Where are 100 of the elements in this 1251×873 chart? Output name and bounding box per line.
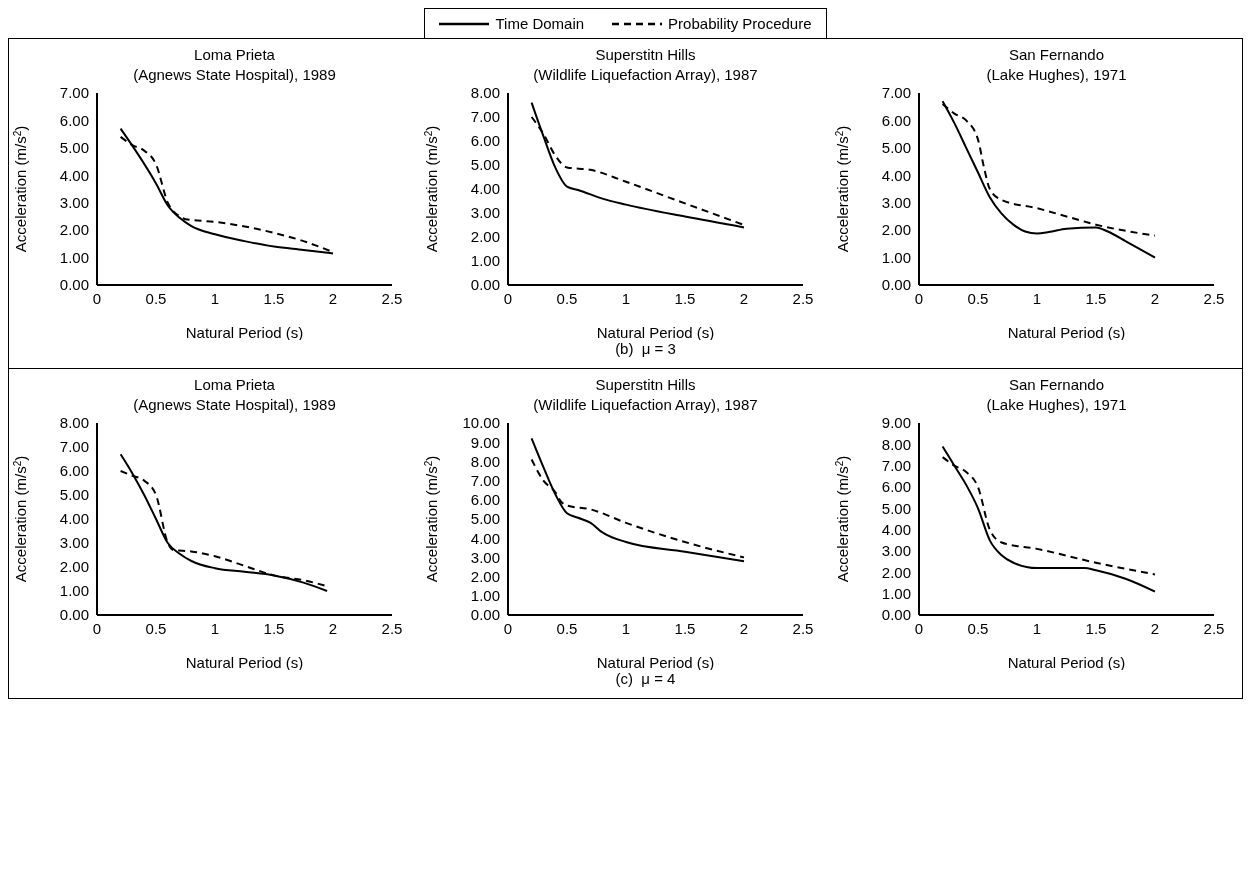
y-tick-label: 0.00 bbox=[881, 606, 911, 624]
y-tick-label: 6.00 bbox=[470, 491, 500, 509]
x-tick-label: 0.5 bbox=[556, 289, 578, 307]
y-tick-label: 7.00 bbox=[59, 438, 89, 456]
y-tick-label: 2.00 bbox=[470, 567, 500, 585]
x-tick-label: 1.5 bbox=[263, 289, 285, 307]
x-tick-label: 0.5 bbox=[967, 619, 989, 637]
y-tick-label: 0.00 bbox=[881, 276, 911, 294]
y-tick-label: 9.00 bbox=[881, 414, 911, 432]
y-tick-label: 4.00 bbox=[59, 166, 89, 184]
text: (b) μ = 3 bbox=[614, 340, 677, 357]
x-tick-label: 1 bbox=[621, 619, 631, 637]
y-tick-label: 1.00 bbox=[881, 248, 911, 266]
x-tick-label: 1 bbox=[210, 289, 220, 307]
y-tick-label: 4.00 bbox=[470, 529, 500, 547]
y-tick-label: 8.00 bbox=[470, 84, 500, 102]
y-tick-label: 2.00 bbox=[881, 563, 911, 581]
x-tick-label: 0 bbox=[914, 289, 924, 307]
x-tick-label: 0 bbox=[503, 289, 513, 307]
y-tick-label: 8.00 bbox=[881, 435, 911, 453]
chart-title: San Fernando bbox=[1007, 45, 1106, 65]
x-tick-label: 0 bbox=[503, 619, 513, 637]
x-tick-label: 0 bbox=[92, 289, 102, 307]
x-tick-label: 2 bbox=[739, 289, 749, 307]
chart-title: Superstitn Hills bbox=[594, 375, 697, 395]
chart-subtitle: (Wildlife Liquefaction Array), 1987 bbox=[532, 395, 759, 415]
x-tick-label: 1.5 bbox=[674, 289, 696, 307]
x-tick-label: 1 bbox=[621, 289, 631, 307]
x-tick-label: 1.5 bbox=[263, 619, 285, 637]
y-tick-label: 2.00 bbox=[59, 221, 89, 239]
x-tick-label: 2 bbox=[1150, 289, 1160, 307]
chart-subtitle: (Lake Hughes), 1971 bbox=[985, 395, 1128, 415]
chart-title: San Fernando bbox=[1007, 375, 1106, 395]
line-series bbox=[119, 453, 329, 592]
y-tick-label: 1.00 bbox=[470, 252, 500, 270]
x-tick-label: 1.5 bbox=[1085, 289, 1107, 307]
x-tick-label: 2.5 bbox=[381, 619, 403, 637]
y-tick-label: 7.00 bbox=[470, 108, 500, 126]
chart-title: Loma Prieta bbox=[193, 45, 276, 65]
y-tick-label: 10.00 bbox=[462, 414, 500, 432]
x-tick-label: 2 bbox=[739, 619, 749, 637]
chart-title: Loma Prieta bbox=[193, 375, 276, 395]
y-tick-label: 3.00 bbox=[59, 534, 89, 552]
y-tick-label: 3.00 bbox=[470, 548, 500, 566]
y-tick-label: 0.00 bbox=[470, 606, 500, 624]
y-tick-label: 2.00 bbox=[59, 558, 89, 576]
y-tick-label: 1.00 bbox=[881, 584, 911, 602]
x-tick-label: 2 bbox=[1150, 619, 1160, 637]
y-tick-label: 0.00 bbox=[470, 276, 500, 294]
y-tick-label: 1.00 bbox=[470, 587, 500, 605]
y-tick-label: 1.00 bbox=[59, 582, 89, 600]
x-tick-label: 1 bbox=[210, 619, 220, 637]
y-tick-label: 8.00 bbox=[470, 452, 500, 470]
y-tick-label: 7.00 bbox=[881, 84, 911, 102]
x-tick-label: 0 bbox=[92, 619, 102, 637]
x-tick-label: 0.5 bbox=[145, 289, 167, 307]
x-tick-label: 0.5 bbox=[967, 289, 989, 307]
y-tick-label: 1.00 bbox=[59, 248, 89, 266]
x-tick-label: 1 bbox=[1032, 619, 1042, 637]
x-tick-label: 2 bbox=[328, 619, 338, 637]
text: (c) μ = 4 bbox=[614, 670, 677, 687]
y-tick-label: 4.00 bbox=[59, 510, 89, 528]
y-tick-label: 3.00 bbox=[470, 204, 500, 222]
y-tick-label: 5.00 bbox=[470, 510, 500, 528]
chart-subtitle: (Agnews State Hospital), 1989 bbox=[132, 65, 337, 85]
y-tick-label: 3.00 bbox=[881, 542, 911, 560]
x-tick-label: 0.5 bbox=[145, 619, 167, 637]
line-series bbox=[941, 445, 1156, 593]
line-series bbox=[530, 437, 745, 563]
y-tick-label: 6.00 bbox=[470, 132, 500, 150]
x-tick-label: 2.5 bbox=[1203, 619, 1225, 637]
y-tick-label: 6.00 bbox=[59, 111, 89, 129]
legend-label: Time Domain bbox=[494, 15, 585, 32]
y-tick-label: 5.00 bbox=[59, 139, 89, 157]
y-tick-label: 5.00 bbox=[59, 486, 89, 504]
y-tick-label: 3.00 bbox=[59, 194, 89, 212]
legend-label: Probability Procedure bbox=[667, 15, 812, 32]
y-tick-label: 3.00 bbox=[881, 194, 911, 212]
x-tick-label: 2.5 bbox=[792, 289, 814, 307]
chart-title: Superstitn Hills bbox=[594, 45, 697, 65]
y-tick-label: 9.00 bbox=[470, 433, 500, 451]
y-tick-label: 2.00 bbox=[470, 228, 500, 246]
x-tick-label: 1.5 bbox=[1085, 619, 1107, 637]
x-tick-label: 0.5 bbox=[556, 619, 578, 637]
y-tick-label: 4.00 bbox=[470, 180, 500, 198]
y-tick-label: 7.00 bbox=[881, 456, 911, 474]
x-tick-label: 0 bbox=[914, 619, 924, 637]
x-tick-label: 2.5 bbox=[1203, 289, 1225, 307]
y-tick-label: 0.00 bbox=[59, 276, 89, 294]
y-tick-label: 5.00 bbox=[881, 499, 911, 517]
y-tick-label: 7.00 bbox=[470, 471, 500, 489]
x-tick-label: 2 bbox=[328, 289, 338, 307]
chart-subtitle: (Lake Hughes), 1971 bbox=[985, 65, 1128, 85]
x-tick-label: 2.5 bbox=[381, 289, 403, 307]
chart-subtitle: (Agnews State Hospital), 1989 bbox=[132, 395, 337, 415]
y-tick-label: 4.00 bbox=[881, 166, 911, 184]
y-tick-label: 6.00 bbox=[881, 478, 911, 496]
y-tick-label: 7.00 bbox=[59, 84, 89, 102]
y-tick-label: 5.00 bbox=[881, 139, 911, 157]
y-tick-label: 6.00 bbox=[59, 462, 89, 480]
